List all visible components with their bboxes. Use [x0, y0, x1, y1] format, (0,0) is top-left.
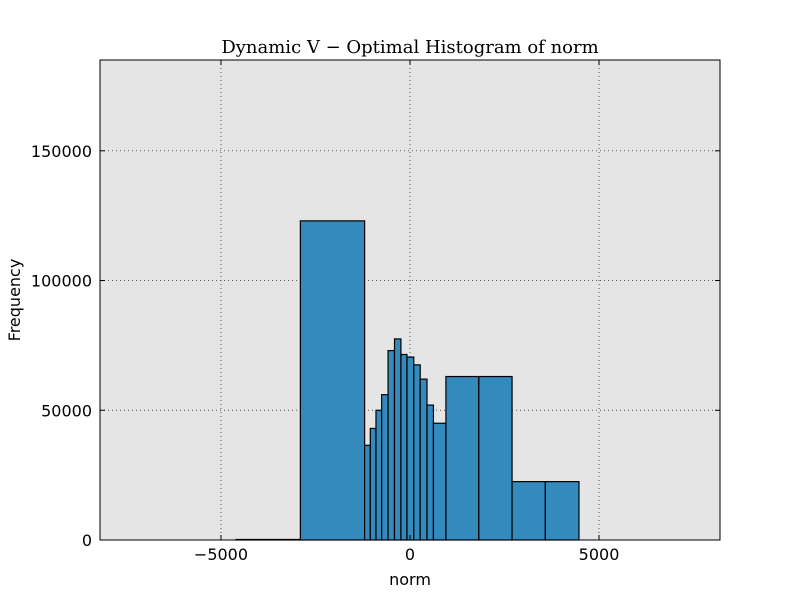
histogram-bars — [235, 220, 580, 541]
histogram-bar — [381, 394, 389, 541]
histogram-bar — [511, 481, 546, 541]
y-axis-label: Frequency — [5, 259, 24, 342]
y-tick-label: 100000 — [31, 272, 92, 291]
x-axis-label: norm — [389, 570, 431, 589]
x-tick-label: −5000 — [194, 545, 248, 564]
histogram-bar — [445, 375, 480, 541]
histogram-bar — [544, 481, 580, 541]
histogram-bar — [393, 338, 402, 541]
histogram-bar — [419, 378, 428, 541]
histogram-bar — [369, 427, 377, 541]
histogram-bar — [364, 444, 371, 541]
y-tick-label: 0 — [82, 531, 92, 550]
y-tick-label: 150000 — [31, 142, 92, 161]
histogram-bar — [299, 220, 366, 541]
histogram-bar — [413, 364, 421, 541]
x-tick-label: 5000 — [579, 545, 620, 564]
histogram-bar — [406, 356, 415, 541]
histogram-bar — [400, 353, 408, 541]
y-tick-label: 50000 — [41, 401, 92, 420]
histogram-bar — [375, 409, 383, 541]
histogram-bar — [478, 375, 513, 541]
histogram-bar — [426, 404, 435, 541]
x-tick-label: 0 — [405, 545, 415, 564]
histogram-bar — [387, 349, 396, 541]
histogram-bar — [432, 422, 447, 541]
chart-title: Dynamic V − Optimal Histogram of norm — [221, 37, 598, 58]
